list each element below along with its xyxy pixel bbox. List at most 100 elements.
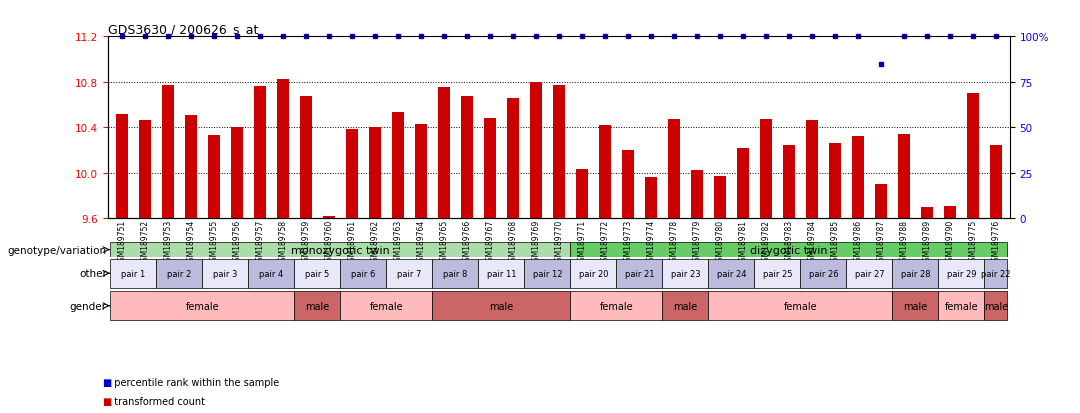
Bar bbox=[110, 292, 295, 320]
Text: GSM189762: GSM189762 bbox=[370, 219, 379, 265]
Bar bbox=[669, 120, 679, 218]
Text: GSM189766: GSM189766 bbox=[462, 219, 471, 266]
Bar bbox=[139, 121, 150, 218]
Text: pair 11: pair 11 bbox=[487, 269, 516, 278]
Bar bbox=[438, 88, 449, 218]
Text: GSM189779: GSM189779 bbox=[692, 219, 701, 266]
Bar bbox=[570, 259, 617, 288]
Text: GSM189774: GSM189774 bbox=[647, 219, 656, 266]
Text: GSM189755: GSM189755 bbox=[210, 219, 218, 266]
Text: GSM189778: GSM189778 bbox=[670, 219, 678, 265]
Bar bbox=[921, 207, 933, 218]
Text: GSM189776: GSM189776 bbox=[991, 219, 1000, 266]
Text: male: male bbox=[673, 301, 698, 311]
Text: GSM189760: GSM189760 bbox=[324, 219, 334, 266]
Text: GSM189767: GSM189767 bbox=[485, 219, 495, 266]
Bar bbox=[939, 259, 985, 288]
Text: dizygotic twin: dizygotic twin bbox=[751, 245, 827, 255]
Bar bbox=[157, 259, 202, 288]
Bar bbox=[662, 292, 708, 320]
Bar bbox=[415, 124, 427, 218]
Bar bbox=[110, 242, 570, 257]
Text: GSM189784: GSM189784 bbox=[808, 219, 816, 265]
Bar bbox=[248, 259, 295, 288]
Bar bbox=[300, 97, 312, 218]
Text: GSM189757: GSM189757 bbox=[255, 219, 265, 266]
Text: GSM189780: GSM189780 bbox=[715, 219, 725, 265]
Bar bbox=[755, 259, 800, 288]
Bar bbox=[278, 80, 288, 218]
Text: pair 7: pair 7 bbox=[397, 269, 421, 278]
Text: GSM189765: GSM189765 bbox=[440, 219, 448, 266]
Text: pair 1: pair 1 bbox=[121, 269, 146, 278]
Text: pair 22: pair 22 bbox=[982, 269, 1011, 278]
Text: pair 6: pair 6 bbox=[351, 269, 376, 278]
Bar bbox=[990, 146, 1002, 218]
Text: GSM189754: GSM189754 bbox=[187, 219, 195, 266]
Text: GSM189764: GSM189764 bbox=[417, 219, 426, 266]
Text: GSM189781: GSM189781 bbox=[739, 219, 747, 265]
Bar bbox=[800, 259, 847, 288]
Text: pair 23: pair 23 bbox=[671, 269, 700, 278]
Bar bbox=[968, 94, 978, 218]
Bar bbox=[295, 292, 340, 320]
Text: female: female bbox=[186, 301, 219, 311]
Bar bbox=[295, 259, 340, 288]
Text: GSM189788: GSM189788 bbox=[900, 219, 908, 265]
Text: pair 28: pair 28 bbox=[901, 269, 930, 278]
Bar bbox=[944, 206, 956, 218]
Text: genotype/variation: genotype/variation bbox=[8, 245, 107, 255]
Bar bbox=[323, 216, 335, 218]
Text: GSM189761: GSM189761 bbox=[348, 219, 356, 265]
Bar bbox=[553, 86, 565, 218]
Text: female: female bbox=[369, 301, 403, 311]
Text: GSM189752: GSM189752 bbox=[140, 219, 149, 265]
Text: pair 25: pair 25 bbox=[762, 269, 793, 278]
Text: GSM189789: GSM189789 bbox=[922, 219, 931, 265]
Bar bbox=[622, 150, 634, 218]
Bar bbox=[783, 146, 795, 218]
Text: gender: gender bbox=[70, 301, 107, 311]
Text: pair 26: pair 26 bbox=[809, 269, 838, 278]
Bar bbox=[185, 115, 197, 218]
Bar bbox=[208, 136, 219, 218]
Bar bbox=[806, 121, 818, 218]
Bar bbox=[599, 126, 610, 218]
Text: GSM189782: GSM189782 bbox=[761, 219, 770, 265]
Bar bbox=[525, 259, 570, 288]
Text: female: female bbox=[784, 301, 818, 311]
Text: GSM189769: GSM189769 bbox=[531, 219, 540, 266]
Bar bbox=[691, 171, 703, 218]
Text: pair 21: pair 21 bbox=[624, 269, 654, 278]
Text: transformed count: transformed count bbox=[108, 396, 205, 406]
Bar bbox=[645, 178, 657, 218]
Text: GSM189770: GSM189770 bbox=[554, 219, 564, 266]
Bar bbox=[939, 292, 985, 320]
Text: GSM189751: GSM189751 bbox=[118, 219, 126, 265]
Text: pair 2: pair 2 bbox=[167, 269, 191, 278]
Bar bbox=[617, 259, 662, 288]
Bar bbox=[738, 148, 748, 218]
Text: other: other bbox=[79, 268, 107, 278]
Bar bbox=[484, 119, 496, 218]
Bar bbox=[346, 130, 357, 218]
Text: GSM189786: GSM189786 bbox=[853, 219, 863, 265]
Bar bbox=[387, 259, 432, 288]
Bar bbox=[202, 259, 248, 288]
Text: GSM189756: GSM189756 bbox=[232, 219, 241, 266]
Bar bbox=[985, 292, 1008, 320]
Text: monozygotic twin: monozygotic twin bbox=[291, 245, 390, 255]
Text: pair 20: pair 20 bbox=[579, 269, 608, 278]
Text: percentile rank within the sample: percentile rank within the sample bbox=[108, 377, 280, 387]
Bar bbox=[110, 259, 157, 288]
Bar bbox=[254, 87, 266, 218]
Text: pair 29: pair 29 bbox=[947, 269, 976, 278]
Text: pair 5: pair 5 bbox=[306, 269, 329, 278]
Text: pair 8: pair 8 bbox=[443, 269, 468, 278]
Text: GSM189768: GSM189768 bbox=[509, 219, 517, 265]
Bar bbox=[461, 97, 473, 218]
Bar bbox=[530, 83, 542, 218]
Text: GSM189771: GSM189771 bbox=[578, 219, 586, 265]
Bar bbox=[432, 292, 570, 320]
Text: female: female bbox=[599, 301, 633, 311]
